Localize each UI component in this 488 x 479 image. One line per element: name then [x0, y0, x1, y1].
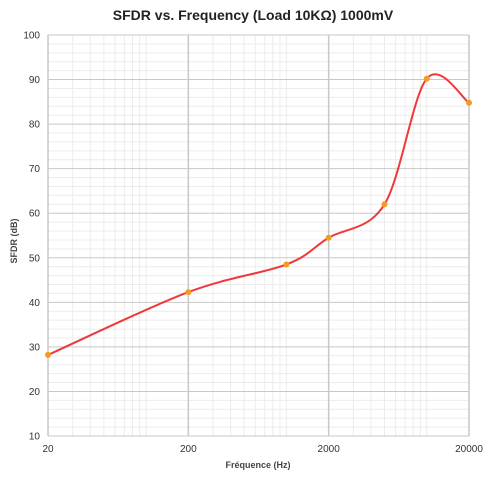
y-tick-label: 50 — [29, 253, 41, 264]
y-tick-label: 80 — [29, 120, 41, 131]
data-point — [423, 75, 430, 82]
data-point — [381, 201, 388, 208]
x-tick-label: 20 — [42, 444, 54, 455]
x-axis-title: Fréquence (Hz) — [225, 460, 290, 470]
plot-grid — [47, 34, 470, 437]
y-tick-label: 10 — [29, 432, 41, 443]
y-tick-label: 40 — [29, 298, 41, 309]
data-points — [45, 75, 472, 358]
x-tick-label: 20000 — [455, 444, 483, 455]
y-axis-title: SFDR (dB) — [9, 219, 19, 264]
y-tick-label: 20 — [29, 387, 41, 398]
y-tick-label: 90 — [29, 75, 41, 86]
x-tick-labels: 20 200 2000 20000 — [42, 444, 483, 455]
plot-area — [48, 35, 469, 436]
x-tick-label: 2000 — [318, 444, 341, 455]
y-tick-label: 70 — [29, 164, 41, 175]
data-point — [45, 351, 51, 358]
data-point — [466, 99, 472, 106]
chart-title: SFDR vs. Frequency (Load 10KΩ) 1000mV — [113, 7, 394, 23]
y-tick-label: 30 — [29, 342, 41, 353]
y-tick-label: 100 — [23, 31, 40, 42]
data-point — [185, 289, 192, 296]
x-tick-label: 200 — [180, 444, 197, 455]
data-point — [325, 234, 332, 241]
data-point — [283, 261, 290, 268]
y-tick-labels: 10 20 30 40 50 60 70 80 90 100 — [23, 31, 40, 443]
y-tick-label: 60 — [29, 209, 41, 220]
